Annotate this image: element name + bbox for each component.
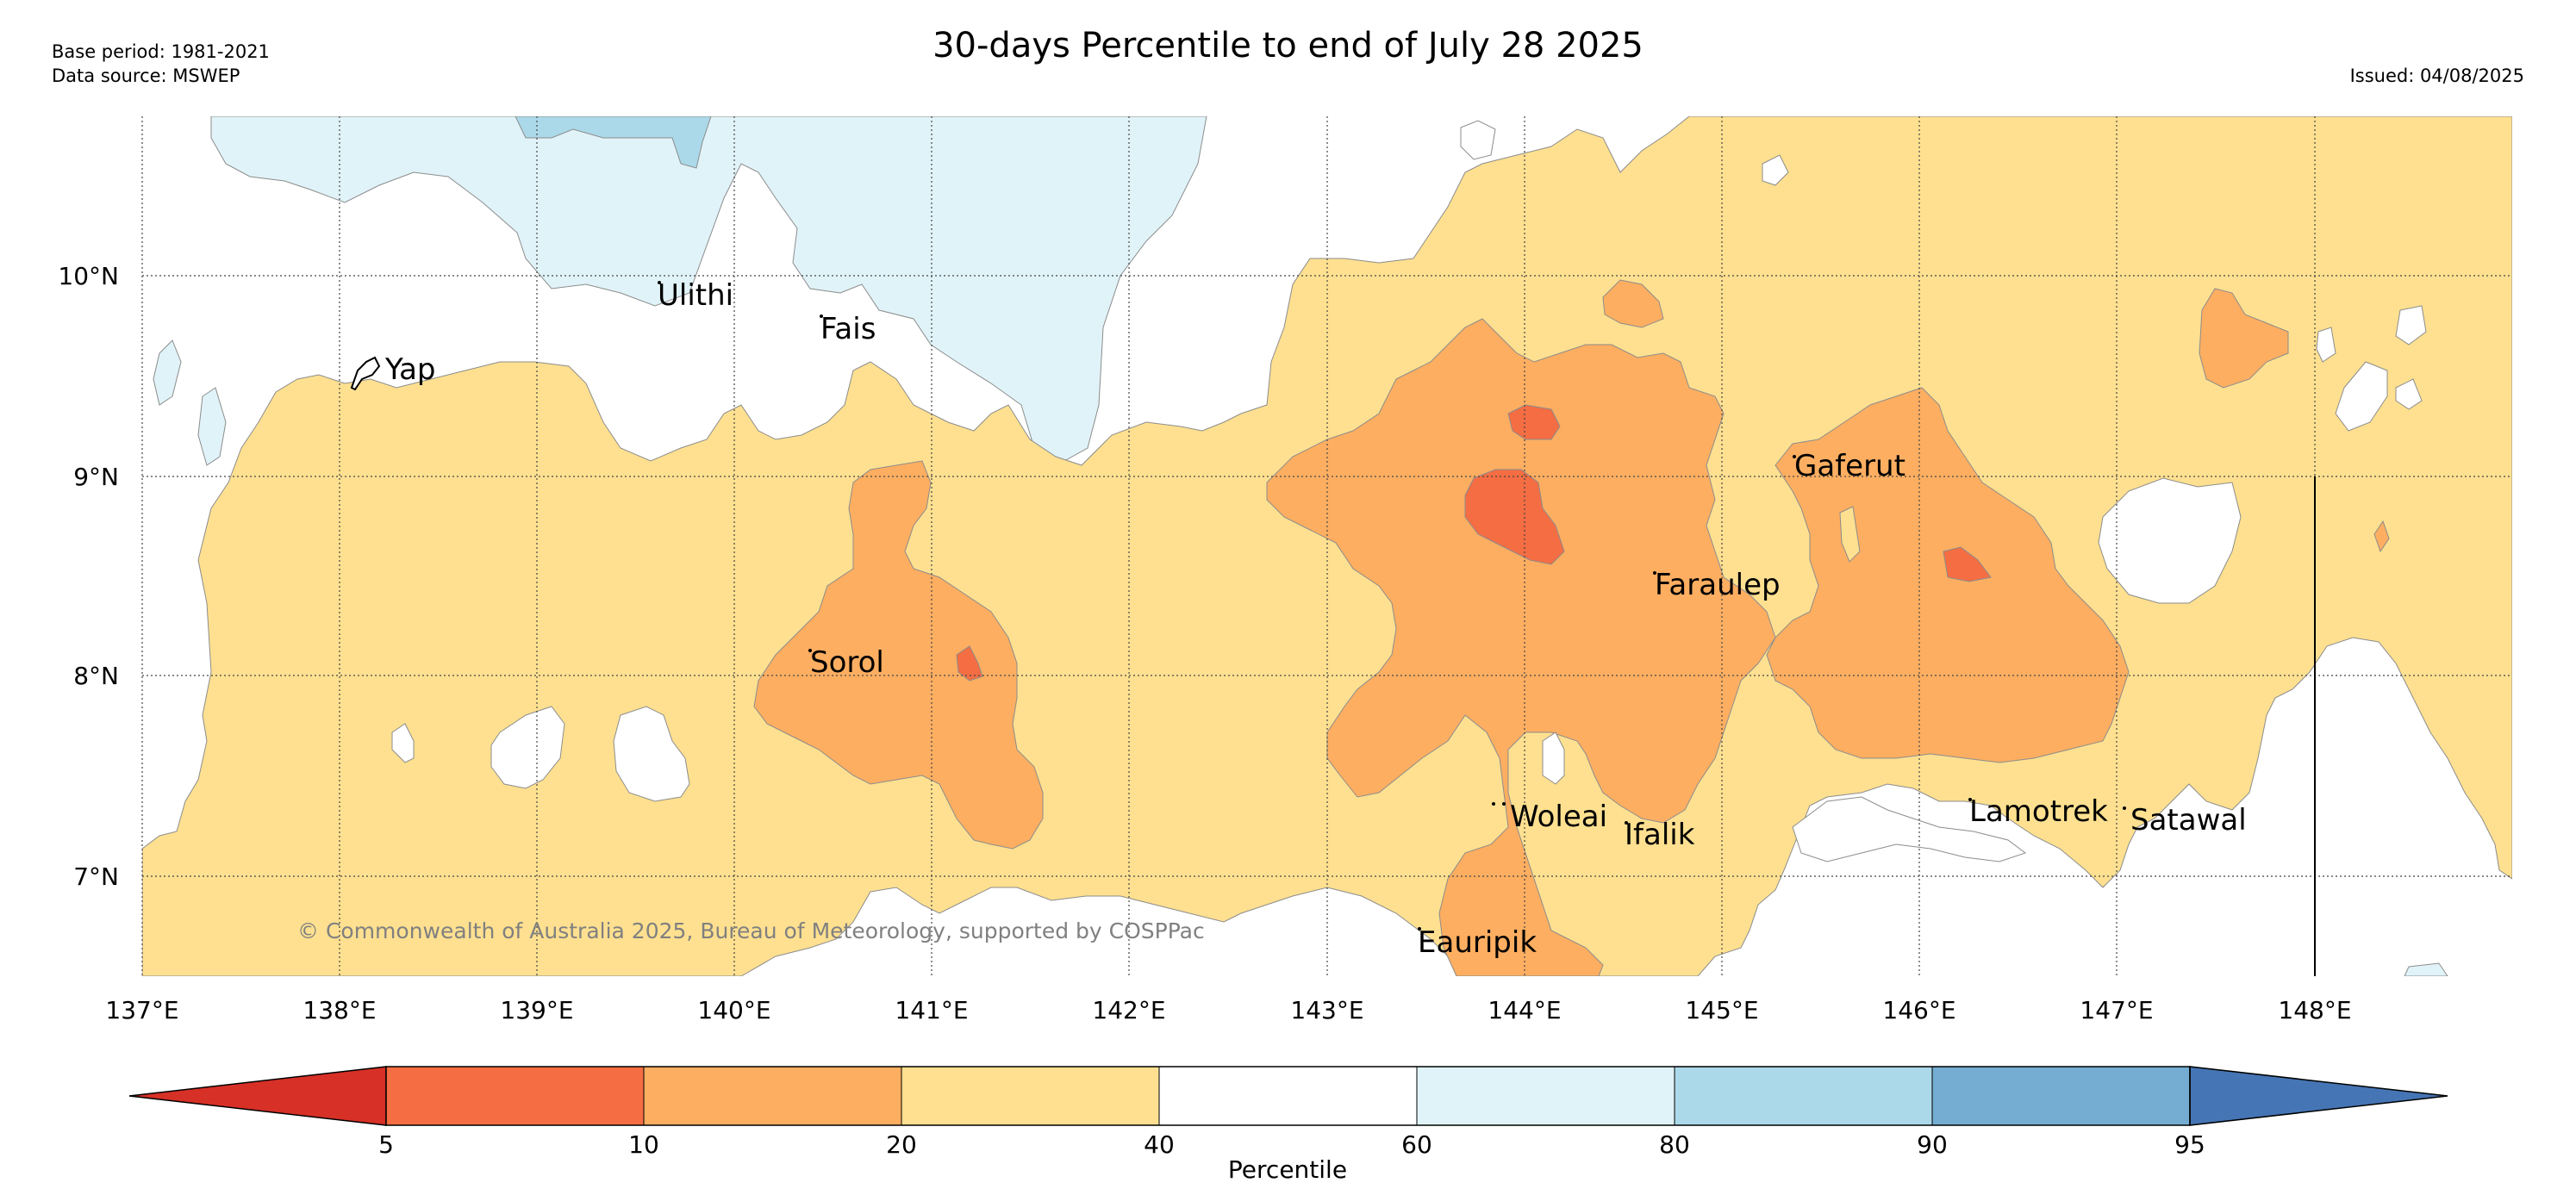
place-gaferut: Gaferut [1794,449,1905,483]
region-20-40-west [142,116,2512,976]
colorbar-segment-5-10 [386,1067,644,1125]
map-plot-area [142,116,2512,976]
colorbar-outline [385,1066,2191,1126]
region-40-60-hole-3 [391,723,415,763]
woleai-marker-2 [1502,802,1506,806]
colorbar-segment-60-80 [1417,1067,1675,1125]
woleai-marker [1492,802,1495,806]
colorbar-tick-20: 20 [886,1130,917,1159]
place-eauripik: Eauripik [1418,925,1537,960]
region-40-60-hole-1 [490,706,565,789]
colorbar-segment-lt5 [128,1066,387,1126]
lon-label-143e: 143°E [1290,996,1363,1024]
region-5-10-central [1464,469,1565,565]
sorol-marker [808,649,812,652]
region-40-60-hole-ne4 [2395,378,2423,410]
gaferut-marker [1793,455,1796,458]
place-fais: Fais [820,312,876,346]
lon-label-139e: 139°E [500,996,573,1024]
colorbar-segment-80-90 [1675,1067,1932,1125]
ifalik-marker [1625,821,1628,825]
colorbar-tick-10: 10 [628,1130,659,1159]
lon-label-146e: 146°E [1882,996,1955,1024]
place-woleai: Woleai [1510,800,1607,834]
colorbar-tick-5: 5 [378,1130,394,1159]
lamotrek-marker [1968,798,1972,801]
faraulep-marker [1653,571,1656,575]
lat-label-8n: 8°N [73,662,119,690]
region-5-10-sorol [956,645,983,682]
region-10-20-central [1266,318,1776,976]
data-source-note: Data source: MSWEP [52,65,240,86]
colorbar-segment-40-60 [1159,1067,1417,1125]
colorbar-tick-95: 95 [2174,1130,2205,1159]
place-faraulep: Faraulep [1655,568,1781,602]
region-60-80-small [197,387,227,466]
region-10-20-sorol [753,460,1044,850]
yap-island-icon [350,356,381,391]
region-60-80-yap-west [153,339,182,406]
lon-label-137e: 137°E [105,996,178,1024]
colorbar: 5 10 20 40 60 80 90 95 Percentile [128,1066,2448,1184]
place-lamotrek: Lamotrek [1969,794,2108,829]
region-40-60-hole-woleai [1542,731,1565,785]
map-title: 30-days Percentile to end of July 28 202… [932,26,1644,65]
place-labels: Ulithi Fais Yap Sorol Gaferut Faraulep W… [384,278,2247,960]
region-60-80-north [210,116,1207,462]
lon-labels: 137°E 138°E 139°E 140°E 141°E 142°E 143°… [105,996,2351,1024]
colorbar-segment-90-95 [1932,1067,2190,1125]
region-10-20-north [1602,279,1664,328]
colorbar-dividers [643,1067,1933,1125]
lon-label-138e: 138°E [303,996,376,1024]
satawal-marker [2123,806,2126,810]
region-40-60-hole-4 [1792,796,2027,862]
colorbar-tick-90: 90 [1917,1130,1948,1159]
colorbar-tick-60: 60 [1401,1130,1432,1159]
region-5-10-north [1507,404,1561,440]
place-ifalik: Ifalik [1625,818,1695,852]
region-60-80-east [2404,962,2448,976]
lat-label-9n: 9°N [73,463,119,491]
colorbar-tick-40: 40 [1144,1130,1175,1159]
region-10-20-east-small [2373,520,2390,553]
region-40-60-hole-ne2 [2395,305,2427,345]
fais-marker [820,314,823,318]
colorbar-segment-gt95 [2189,1066,2448,1126]
colorbar-segment-10-20 [644,1067,901,1125]
place-sorol: Sorol [810,645,884,680]
place-ulithi: Ulithi [658,278,733,313]
base-period-note: Base period: 1981-2021 [52,41,270,62]
colorbar-tick-80: 80 [1659,1130,1690,1159]
copyright-notice: © Commonwealth of Australia 2025, Bureau… [297,918,1205,943]
lon-label-142e: 142°E [1092,996,1165,1024]
region-80-90 [515,116,712,169]
place-satawal: Satawal [2130,803,2247,837]
ulithi-marker [658,281,661,284]
lon-label-140e: 140°E [697,996,770,1024]
lon-label-144e: 144°E [1488,996,1561,1024]
lat-label-7n: 7°N [73,862,119,891]
region-40-60-hole-ne1 [2335,361,2388,432]
region-40-60-hole-n1 [1762,154,1789,186]
place-yap: Yap [384,352,436,387]
region-5-10-gaferut [1943,546,1992,582]
region-40-60-hole-ne3 [2316,327,2336,363]
region-40-60-hole-2 [613,706,690,802]
colorbar-segment-20-40 [901,1067,1159,1125]
colorbar-label: Percentile [1228,1155,1347,1184]
eauripik-marker [1418,927,1421,931]
region-20-40-gaferut-gap [1839,506,1861,563]
region-40-60-hole-east [2098,477,2242,604]
lat-label-10n: 10°N [58,262,119,290]
issued-date: Issued: 04/08/2025 [2349,65,2524,86]
lon-label-148e: 148°E [2278,996,2351,1024]
region-40-60-hole-n2 [1460,120,1496,160]
lon-label-141e: 141°E [895,996,968,1024]
lon-label-145e: 145°E [1685,996,1758,1024]
region-10-20-ne [2199,288,2289,389]
lon-label-147e: 147°E [2080,996,2153,1024]
